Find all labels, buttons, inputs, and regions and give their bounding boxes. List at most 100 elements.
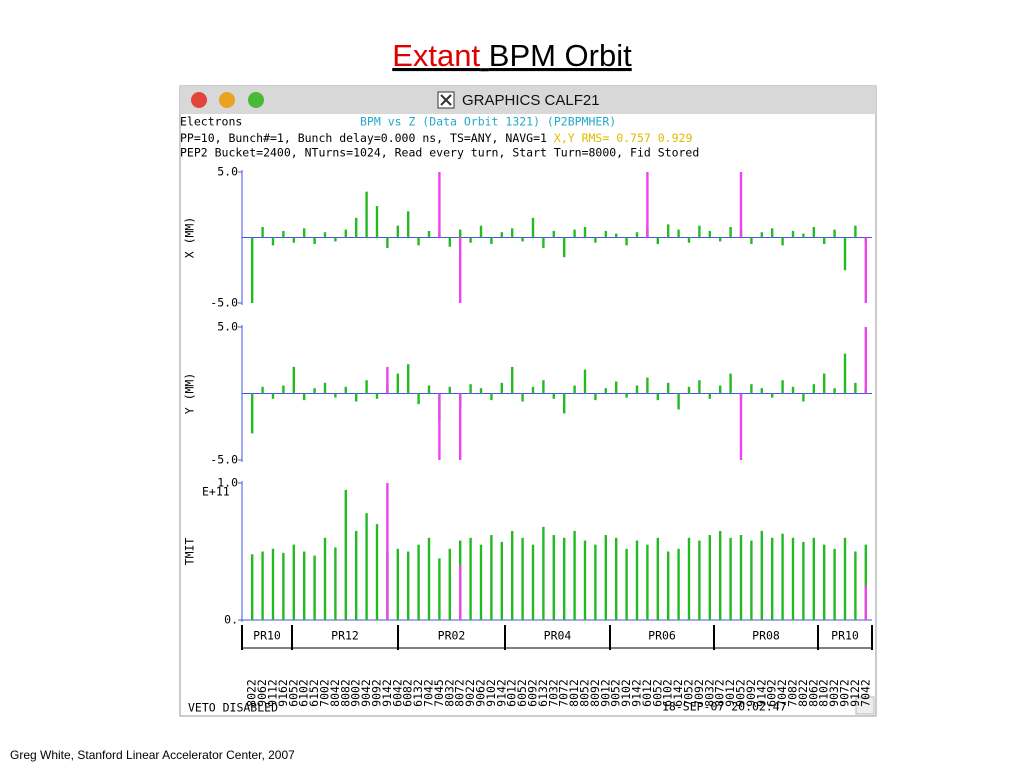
bar [635, 385, 639, 394]
bar [271, 237, 275, 246]
bpm-label: 6102 [297, 679, 311, 707]
bar [282, 385, 285, 394]
bar [355, 217, 358, 238]
y-tick-label: 5.0 [217, 165, 238, 179]
bar [667, 382, 670, 394]
bar [708, 230, 711, 238]
bar [396, 225, 399, 238]
bar [438, 172, 441, 238]
bar [448, 548, 451, 620]
y-axis-label: Y (MM) [183, 373, 197, 415]
bar [677, 548, 680, 620]
bar [667, 224, 670, 238]
region-label: PR10 [253, 629, 281, 643]
bar [396, 373, 399, 394]
bar [594, 544, 597, 620]
bar [479, 388, 483, 394]
bpm-label: 8052 [578, 679, 592, 707]
bar [635, 232, 639, 238]
bar [864, 544, 867, 620]
bar [656, 393, 659, 401]
bar [490, 535, 493, 620]
bpm-label: 8072 [713, 679, 727, 707]
bar [448, 237, 451, 247]
bar [573, 530, 576, 620]
bar [625, 548, 628, 620]
bar [271, 393, 275, 399]
bar [604, 230, 607, 238]
bpm-label: 9062 [255, 679, 269, 707]
bar [271, 548, 275, 620]
bar [313, 555, 316, 620]
bar [438, 393, 441, 460]
bar [344, 489, 347, 620]
bar [604, 535, 607, 620]
bar [854, 225, 857, 238]
bar [552, 393, 555, 399]
bar [708, 393, 711, 399]
bar [739, 172, 743, 238]
bpm-label: 6142 [671, 679, 685, 707]
bpm-label: 9092 [744, 679, 758, 707]
bar [677, 229, 680, 238]
bar [251, 237, 254, 303]
bar [261, 551, 264, 620]
bar [542, 380, 545, 394]
bar [698, 380, 701, 394]
bar [365, 513, 368, 620]
bar [791, 230, 795, 238]
bar [833, 388, 836, 394]
bar [355, 530, 358, 620]
zoom-button[interactable] [248, 92, 264, 108]
bpm-label: 6092 [526, 679, 540, 707]
bar [843, 237, 847, 271]
bar [490, 237, 493, 245]
bar [719, 237, 722, 242]
bar [375, 524, 379, 620]
bar [323, 382, 327, 394]
bar [500, 232, 503, 238]
bar [386, 483, 389, 620]
bar [583, 540, 587, 620]
header-text: PP=10, Bunch#=1, Bunch delay=0.000 ns, T… [180, 131, 547, 145]
window-title: GRAPHICS CALF21 [462, 92, 600, 109]
bar [739, 535, 743, 620]
resize-handle[interactable] [855, 696, 875, 715]
bar [531, 386, 535, 394]
header-line: PP=10, Bunch#=1, Bunch delay=0.000 ns, T… [180, 131, 692, 145]
bar [635, 540, 639, 620]
annotation: E+11 [202, 485, 230, 499]
bar [396, 548, 399, 620]
y-tick-label: 0. [224, 613, 238, 627]
footer-text: VETO DISABLED [188, 701, 278, 715]
bar [261, 227, 264, 238]
y-axis-label: X (MM) [183, 217, 197, 259]
bar [479, 225, 483, 238]
y-tick-label: -5.0 [210, 453, 238, 467]
bar [334, 393, 337, 398]
bar [292, 366, 295, 394]
bar [427, 230, 431, 238]
bpm-label: 9142 [494, 679, 508, 707]
bar [282, 230, 285, 238]
bar [531, 217, 535, 238]
bpm-label: 7042 [858, 679, 872, 707]
region-label: PR02 [438, 629, 466, 643]
bpm-label: 8042 [328, 679, 342, 707]
y-tick-label: 5.0 [217, 320, 238, 334]
bar [386, 237, 389, 248]
close-button[interactable] [191, 92, 207, 108]
bar [760, 530, 763, 620]
minimize-button[interactable] [219, 92, 235, 108]
bar [313, 388, 316, 394]
bar [583, 369, 587, 394]
bar [427, 537, 431, 620]
bpm-label: 9062 [474, 679, 488, 707]
bar [344, 229, 347, 238]
bpm-label: 7082 [786, 679, 800, 707]
bar [771, 393, 774, 398]
bar [750, 540, 753, 620]
bar [594, 237, 597, 243]
bpm-label: 9142 [754, 679, 768, 707]
